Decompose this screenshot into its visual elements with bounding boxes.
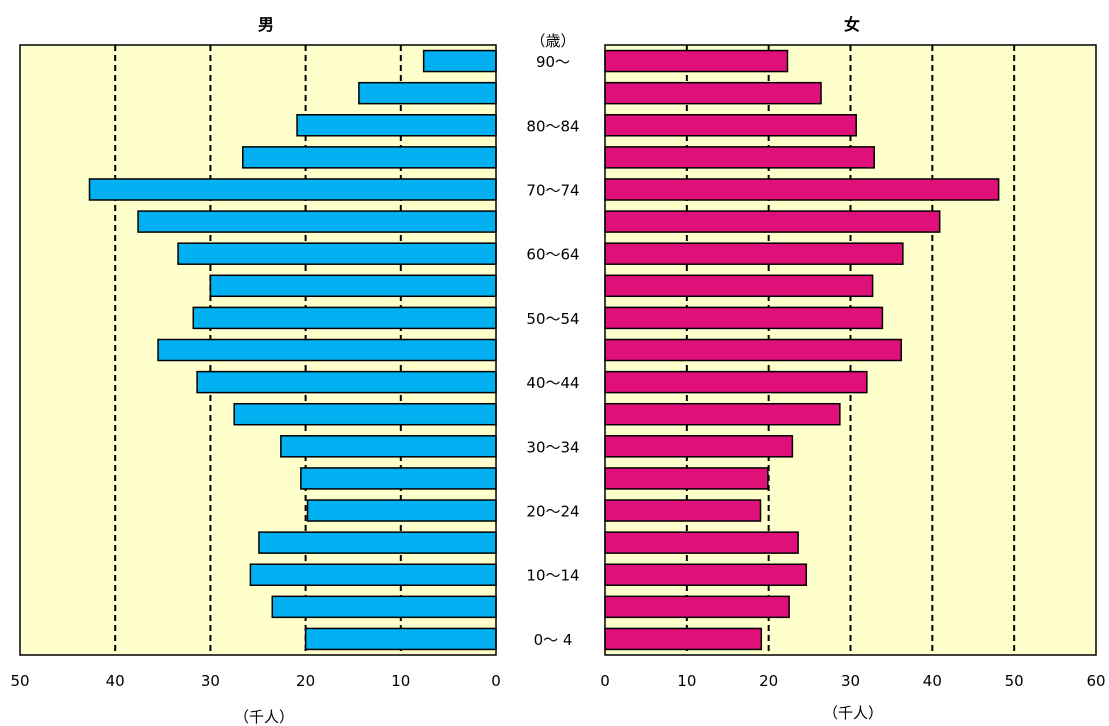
- age-label-20～24: 20～24: [526, 503, 579, 521]
- age-unit-label: （歳）: [530, 32, 575, 50]
- left-bar-20～24: [306, 499, 497, 522]
- right-bar-10～14: [604, 563, 808, 586]
- right-x-tick-label-20: 20: [759, 672, 778, 690]
- left-x-tick-label-40: 40: [106, 672, 125, 690]
- right-bar-60～64: [604, 242, 904, 265]
- right-bar-25～29: [604, 467, 769, 490]
- left-bar-40～44: [196, 370, 497, 394]
- age-label-50～54: 50～54: [526, 310, 579, 328]
- left-bar-60～64: [177, 242, 497, 265]
- right-bar-35～39: [604, 402, 841, 426]
- right-bar-70～74: [604, 178, 1000, 201]
- left-bar-55～59: [209, 274, 497, 298]
- right-x-tick-label-10: 10: [677, 672, 696, 690]
- right-bar-55～59: [604, 274, 874, 298]
- left-bar-5～ 9: [271, 595, 497, 619]
- right-bar-85～89: [604, 81, 822, 105]
- left-plot-border: [19, 44, 497, 656]
- left-bar-30～34: [280, 435, 497, 458]
- left-x-tick-label-50: 50: [10, 672, 29, 690]
- right-bar-65～69: [604, 210, 941, 233]
- right-bar-40～44: [604, 370, 868, 394]
- right-bar-15～19: [604, 531, 799, 554]
- left-bar-50～54: [192, 306, 497, 330]
- left-panel-title: 男: [258, 15, 274, 34]
- left-x-tick-label-30: 30: [201, 672, 220, 690]
- right-bar-80～84: [604, 114, 857, 137]
- age-label-90～: 90～: [536, 53, 570, 71]
- age-label-70～74: 70～74: [526, 181, 579, 199]
- age-label-60～64: 60～64: [526, 246, 579, 264]
- left-bar-10～14: [249, 563, 497, 586]
- right-x-tick-label-0: 0: [600, 672, 610, 690]
- right-bar-75～79: [604, 146, 875, 169]
- left-bar-15～19: [258, 531, 497, 554]
- right-panel-title: 女: [844, 15, 860, 34]
- right-bar-5～ 9: [604, 595, 790, 619]
- left-bar-35～39: [233, 402, 497, 426]
- left-panel-male: 0 10 20 30 40 50: [10, 44, 501, 690]
- right-bar-50～54: [604, 306, 884, 330]
- left-x-axis-label: （千人）: [234, 708, 294, 726]
- right-bar-0～ 4: [604, 627, 763, 651]
- age-label-80～84: 80～84: [526, 117, 579, 135]
- age-label-0～ 4: 0～ 4: [534, 631, 573, 649]
- left-bar-25～29: [300, 467, 497, 490]
- left-bar-75～79: [242, 146, 497, 169]
- right-panel-female: 0 10 20 30 40 50 60: [600, 44, 1106, 690]
- left-bar-85～89: [358, 81, 497, 105]
- right-x-tick-label-30: 30: [841, 672, 860, 690]
- right-bar-45～49: [604, 338, 902, 362]
- left-bar-65～69: [137, 210, 497, 233]
- right-x-axis-label: （千人）: [823, 704, 883, 722]
- right-bar-30～34: [604, 435, 794, 458]
- right-x-tick-label-60: 60: [1086, 672, 1105, 690]
- right-x-tick-label-50: 50: [1005, 672, 1024, 690]
- right-x-tick-label-40: 40: [923, 672, 942, 690]
- right-bar-90～: [604, 49, 789, 73]
- right-plot-border: [604, 44, 1097, 656]
- left-bar-90～: [422, 49, 497, 73]
- left-bar-45～49: [157, 338, 497, 362]
- left-bar-0～ 4: [304, 627, 497, 651]
- left-x-tick-label-20: 20: [296, 672, 315, 690]
- left-bar-70～74: [88, 178, 497, 201]
- right-bar-20～24: [604, 499, 762, 522]
- left-x-tick-label-0: 0: [491, 672, 501, 690]
- left-x-tick-label-10: 10: [391, 672, 410, 690]
- left-bar-80～84: [296, 114, 497, 137]
- age-label-10～14: 10～14: [526, 567, 579, 585]
- age-label-40～44: 40～44: [526, 374, 579, 392]
- age-category-labels: 0～ 4 10～14 20～24 30～34 40～44 50～54 60～64 70～74 8…: [526, 53, 579, 649]
- age-label-30～34: 30～34: [526, 438, 579, 456]
